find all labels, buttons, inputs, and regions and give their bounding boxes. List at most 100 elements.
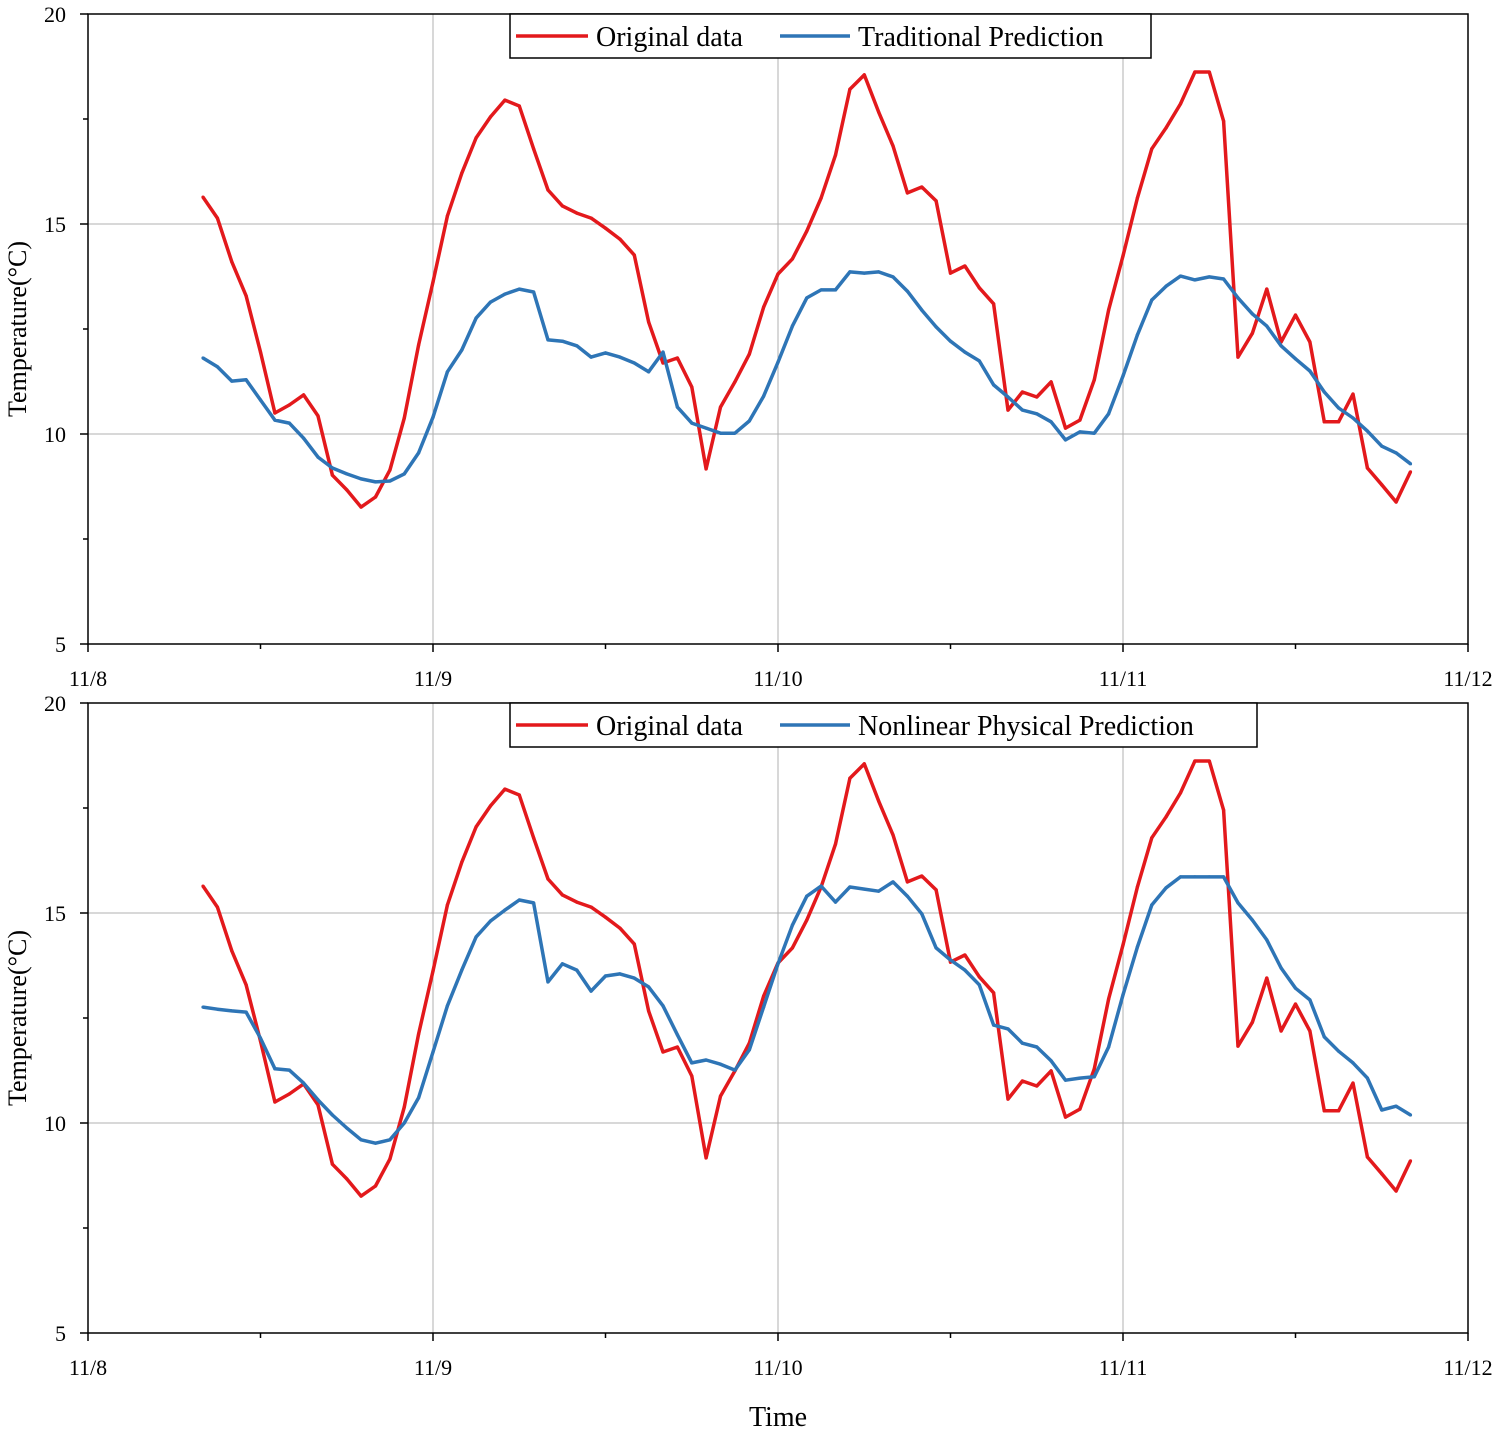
data-point: [1107, 412, 1111, 416]
data-point: [589, 216, 593, 220]
data-point: [1078, 430, 1082, 434]
data-point: [345, 1177, 349, 1181]
data-point: [833, 153, 838, 157]
data-point: [632, 976, 636, 980]
data-point: [992, 1023, 996, 1027]
data-point: [776, 962, 780, 966]
data-point: [920, 308, 924, 312]
data-point: [704, 1058, 708, 1062]
data-point: [1150, 903, 1154, 907]
data-point: [632, 253, 636, 257]
data-point: [517, 287, 521, 291]
data-point: [920, 874, 924, 878]
data-point: [474, 316, 478, 320]
data-point: [948, 271, 953, 275]
data-point: [905, 289, 909, 293]
data-point: [287, 1068, 291, 1072]
x-tick-label: 11/8: [69, 1355, 107, 1380]
data-point: [1092, 1075, 1096, 1079]
data-point: [675, 405, 679, 409]
data-point: [905, 880, 909, 884]
data-point: [647, 320, 651, 324]
data-point: [388, 468, 392, 472]
data-point: [1365, 1155, 1369, 1159]
data-point: [460, 860, 464, 864]
data-point: [1293, 1002, 1298, 1006]
x-axis-label: Time: [749, 1402, 807, 1430]
data-point: [733, 380, 737, 384]
data-point: [733, 1068, 737, 1072]
data-point: [1078, 1107, 1082, 1111]
data-point: [862, 762, 866, 766]
data-point: [762, 305, 766, 309]
y-tick-label: 5: [55, 632, 66, 657]
data-point: [330, 466, 334, 470]
data-point: [215, 365, 219, 369]
data-point: [762, 1005, 766, 1009]
data-point: [589, 355, 593, 359]
data-point: [1250, 1020, 1254, 1024]
data-point: [460, 968, 464, 972]
x-tick-label: 11/8: [69, 666, 107, 691]
data-point: [488, 919, 493, 923]
data-point: [905, 894, 909, 898]
y-tick-label: 15: [44, 901, 66, 926]
data-point: [1308, 1029, 1312, 1033]
data-point: [690, 421, 694, 425]
y-tick-label: 5: [55, 1321, 66, 1346]
data-point: [230, 949, 234, 953]
data-point: [948, 958, 953, 962]
data-point: [503, 292, 507, 296]
data-point: [258, 398, 263, 402]
data-point: [833, 288, 838, 292]
data-point: [532, 836, 536, 840]
data-point: [819, 288, 823, 292]
data-point: [230, 260, 234, 264]
data-point: [575, 344, 579, 348]
data-point: [920, 185, 924, 189]
data-point: [388, 1157, 392, 1161]
data-point: [891, 833, 895, 837]
data-point: [618, 355, 622, 359]
data-point: [575, 211, 579, 215]
data-point: [1236, 1044, 1240, 1048]
data-point: [1322, 1109, 1326, 1113]
data-point: [934, 946, 938, 950]
data-point: [675, 1033, 679, 1037]
data-point: [503, 908, 507, 912]
y-tick-label: 15: [44, 212, 66, 237]
legend-label-prediction: Nonlinear Physical Prediction: [858, 711, 1194, 742]
data-point: [273, 1067, 277, 1071]
data-point: [460, 171, 464, 175]
data-point: [1236, 901, 1240, 905]
data-point: [431, 280, 435, 284]
data-point: [1063, 438, 1068, 442]
x-tick-label: 11/10: [753, 666, 802, 691]
data-point: [1222, 119, 1226, 123]
data-point: [1265, 976, 1269, 980]
data-point: [1337, 1049, 1341, 1053]
data-point: [1279, 344, 1283, 348]
data-point: [431, 415, 435, 419]
data-point: [862, 887, 866, 891]
data-point: [948, 339, 953, 343]
data-point: [1293, 357, 1298, 361]
data-point: [546, 877, 550, 881]
data-point: [1380, 483, 1384, 487]
data-point: [287, 403, 291, 407]
data-point: [1135, 885, 1139, 889]
data-point: [1207, 875, 1211, 879]
data-point: [546, 980, 550, 984]
data-point: [1365, 1076, 1369, 1080]
data-point: [920, 912, 924, 916]
data-point: [805, 229, 809, 233]
data-point: [1193, 759, 1197, 763]
data-point: [1135, 945, 1139, 949]
data-point: [1178, 791, 1183, 795]
data-point: [431, 1050, 435, 1054]
data-point: [1164, 284, 1168, 288]
data-point: [330, 473, 334, 477]
data-point: [632, 942, 636, 946]
data-point: [819, 196, 823, 200]
